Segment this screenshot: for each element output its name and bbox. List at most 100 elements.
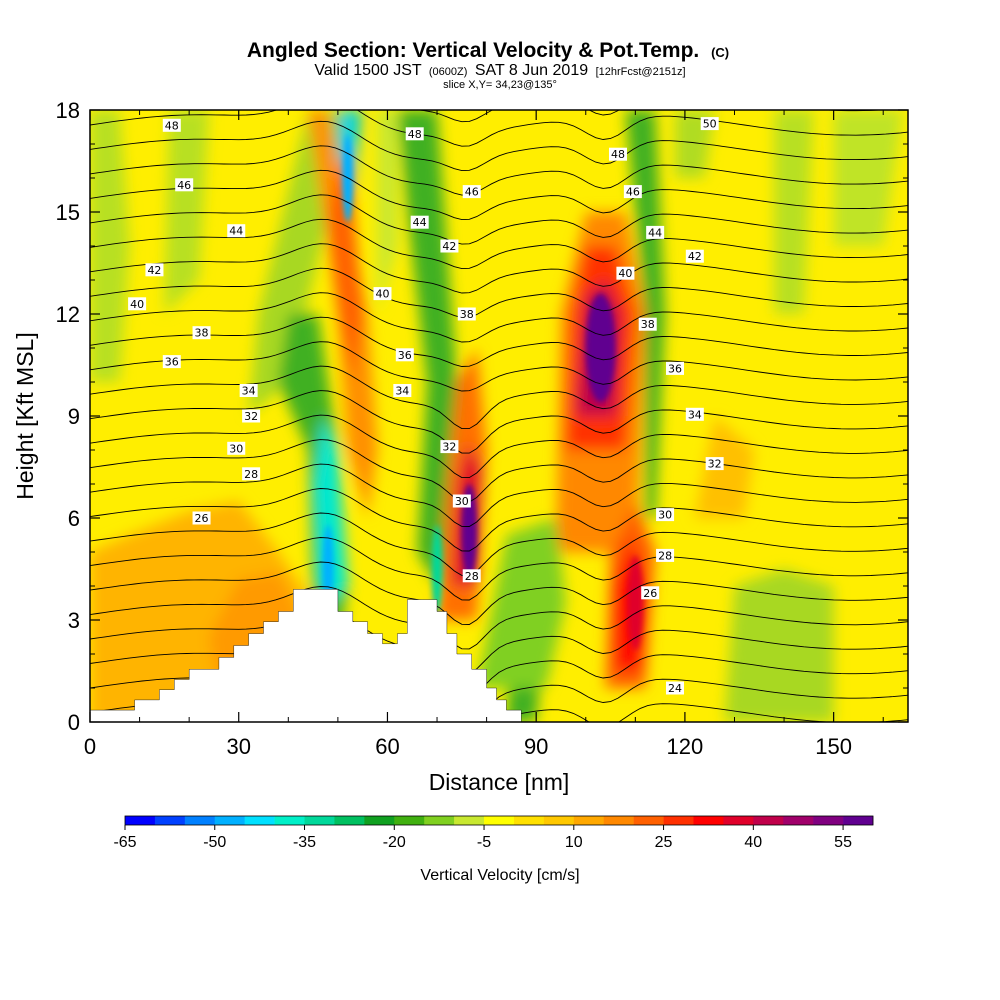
contour-label: 42 [145, 263, 164, 277]
contour-label-text: 28 [244, 468, 258, 481]
contour-label-text: 32 [442, 441, 456, 454]
chart-title: Angled Section: Vertical Velocity & Pot.… [247, 39, 729, 62]
x-tick-label: 30 [226, 734, 250, 759]
contour-label-text: 38 [460, 308, 474, 321]
colorbar-tick-label: -35 [293, 834, 316, 851]
colorbar: -65 -50 -35 -20 -5 10 25 40 55 [113, 815, 874, 851]
colorbar-swatch [334, 816, 365, 825]
velocity-cores [322, 133, 644, 651]
theta-contour-31 [90, 488, 908, 552]
contour-label-text: 30 [455, 495, 469, 508]
contour-label-text: 44 [229, 225, 243, 238]
downdraft-core-2 [431, 524, 443, 614]
theta-contour-32 [90, 463, 908, 527]
green-lowlevel-right2 [476, 518, 566, 688]
colorbar-swatch [304, 816, 335, 825]
theta-contour-38 [90, 316, 908, 367]
contour-label: 28 [656, 548, 675, 562]
contour-label: 32 [705, 457, 724, 471]
theta-contour-25 [90, 634, 908, 699]
contour-label: 34 [685, 407, 704, 421]
y-tick-label: 18 [56, 98, 80, 123]
contour-label-text: 36 [668, 362, 682, 375]
theta-contours [90, 110, 908, 722]
contour-label-text: 48 [165, 119, 179, 132]
contour-label: 36 [665, 361, 684, 375]
colorbar-swatch [454, 816, 485, 825]
colorbar-tick-label: -5 [477, 834, 491, 851]
contour-label: 30 [656, 508, 675, 522]
colorbar-tick-label: -65 [113, 834, 136, 851]
contour-label: 32 [440, 440, 459, 454]
contour-label: 42 [685, 249, 704, 263]
slice-info: slice X,Y= 34,23@135° [443, 79, 557, 91]
theta-contour-33 [90, 439, 908, 503]
contour-label: 36 [162, 355, 181, 369]
y-tick-label: 9 [68, 404, 80, 429]
colorbar-swatch [573, 816, 605, 825]
green-far-right-upper2 [833, 110, 903, 246]
colorbar-swatch [424, 816, 455, 825]
contour-label-text: 42 [147, 264, 161, 277]
colorbar-swatch [633, 816, 664, 825]
contour-label-text: 48 [611, 148, 625, 161]
theta-contour-36 [90, 365, 908, 430]
contour-label-text: 36 [165, 356, 179, 369]
contour-label: 44 [227, 224, 246, 238]
colorbar-swatch [394, 816, 425, 825]
contour-label: 50 [700, 117, 719, 131]
y-tick-label: 15 [56, 200, 80, 225]
contour-label-text: 34 [395, 385, 409, 398]
contour-label: 28 [462, 569, 481, 583]
green-far-right-upper [774, 110, 814, 314]
contour-label-text: 42 [688, 250, 702, 263]
contour-label: 26 [192, 511, 211, 525]
theta-contour-29 [90, 537, 908, 601]
contour-label: 46 [462, 185, 481, 199]
contour-label: 38 [638, 317, 657, 331]
colorbar-swatch [543, 816, 575, 825]
contour-label: 34 [393, 384, 412, 398]
contour-label-text: 40 [130, 298, 144, 311]
colorbar-swatch [603, 816, 634, 825]
contour-label-text: 30 [658, 509, 672, 522]
x-tick-label: 60 [375, 734, 399, 759]
contour-label-text: 32 [708, 458, 722, 471]
theta-contour-30 [90, 512, 908, 576]
y-tick-label: 3 [68, 608, 80, 633]
colorbar-tick-label: -20 [383, 834, 406, 851]
colorbar-tick-label: 40 [744, 834, 762, 851]
contour-label: 28 [242, 467, 261, 481]
y-tick-label: 6 [68, 506, 80, 531]
colorbar-swatch [723, 816, 754, 825]
contour-label-text: 46 [465, 186, 479, 199]
contour-label: 46 [623, 185, 642, 199]
contour-label-text: 44 [648, 226, 662, 239]
x-tick-label: 120 [667, 734, 704, 759]
theta-contour-26 [90, 610, 908, 674]
contour-labels: 4846444240383634323028264846444240383634… [128, 117, 724, 695]
contour-label-text: 42 [442, 240, 456, 253]
green-band-mid [397, 110, 457, 586]
contour-label: 44 [410, 215, 429, 229]
colorbar-tick-label: -50 [203, 834, 226, 851]
plot-area: 4846444240383634323028264846444240383634… [90, 110, 908, 722]
updraft-core-2 [627, 555, 644, 651]
green-band-right [625, 110, 666, 518]
colorbar-swatch [813, 816, 844, 825]
contour-label: 42 [440, 239, 459, 253]
colorbar-swatch [663, 816, 694, 825]
colorbar-swatch [274, 816, 305, 825]
theta-contour-44 [90, 169, 908, 221]
contour-label: 38 [192, 326, 211, 340]
chart-subtitle: Valid 1500 JST (0600Z) SAT 8 Jun 2019 [1… [314, 62, 685, 79]
contour-label-text: 38 [195, 327, 209, 340]
contour-label-text: 34 [688, 408, 702, 421]
y-tick-label: 0 [68, 710, 80, 735]
contour-label: 34 [239, 384, 258, 398]
x-axis-label: Distance [nm] [429, 769, 570, 795]
contour-label: 32 [242, 409, 261, 423]
x-tick-label: 0 [84, 734, 96, 759]
theta-contour-46 [90, 120, 908, 172]
theta-contour-40 [90, 267, 908, 318]
